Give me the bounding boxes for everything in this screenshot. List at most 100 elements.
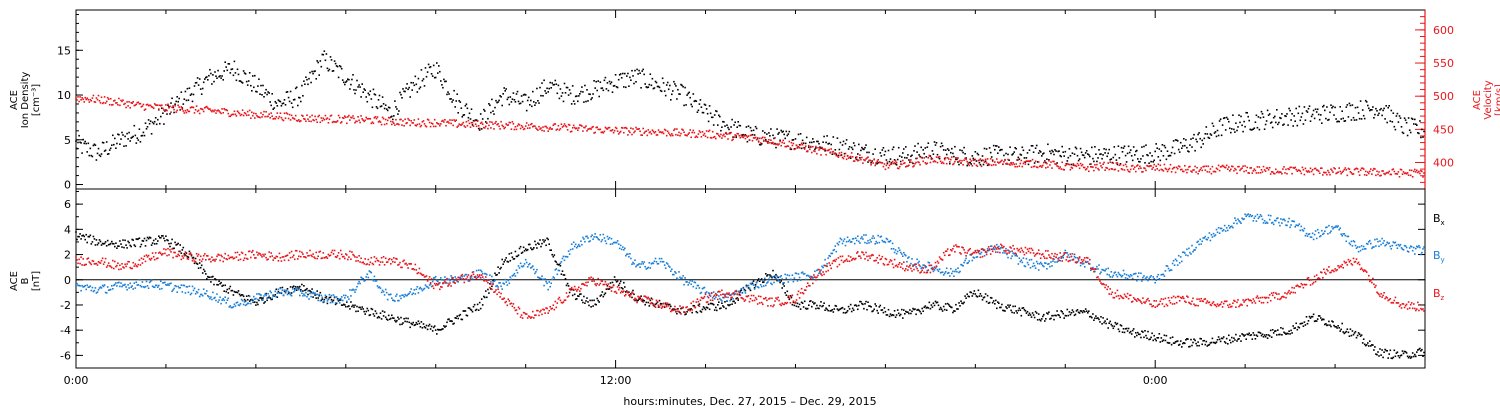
data-point [1246, 112, 1248, 114]
data-point [305, 120, 307, 122]
data-point [655, 134, 658, 136]
data-point [680, 278, 682, 280]
data-point [1030, 316, 1033, 318]
data-point [964, 259, 966, 262]
data-point [1010, 161, 1012, 164]
data-point [1082, 154, 1085, 157]
data-point [1354, 330, 1357, 333]
data-point [1147, 330, 1149, 333]
data-point [651, 302, 654, 305]
data-point [800, 147, 803, 150]
data-point [1350, 119, 1353, 121]
data-point [392, 299, 394, 301]
data-point [308, 298, 310, 300]
data-point [516, 271, 519, 274]
data-point [343, 117, 345, 119]
data-point [1317, 170, 1320, 172]
data-point [630, 257, 632, 260]
data-point [1067, 314, 1070, 317]
data-point [196, 77, 199, 79]
data-point [483, 295, 485, 298]
data-point [469, 118, 472, 120]
data-point [152, 122, 155, 125]
data-point [959, 270, 961, 273]
data-point [1046, 158, 1048, 160]
data-point [842, 157, 845, 160]
data-point [627, 253, 629, 255]
data-point [1243, 120, 1245, 123]
data-point [1047, 143, 1049, 146]
data-point [1338, 327, 1340, 329]
data-point [285, 112, 288, 114]
data-point [286, 91, 289, 93]
data-point [975, 295, 978, 297]
data-point [567, 285, 570, 287]
right-axis-label-line: [km/s] [1494, 84, 1500, 116]
data-point [1416, 351, 1418, 353]
data-point [297, 287, 299, 290]
data-point [392, 118, 394, 121]
data-point [128, 241, 130, 244]
data-point [427, 119, 430, 121]
data-point [432, 64, 435, 67]
data-point [674, 128, 676, 130]
data-point [853, 242, 856, 245]
data-point [299, 294, 301, 297]
data-point [1151, 155, 1153, 157]
data-point [92, 235, 95, 238]
data-point [1147, 165, 1149, 167]
data-point [1087, 166, 1089, 168]
data-point [713, 135, 716, 138]
data-point [1246, 333, 1248, 335]
data-point [1157, 156, 1160, 158]
data-point [863, 148, 865, 151]
data-point [814, 302, 816, 304]
data-point [505, 281, 507, 283]
data-point [1297, 169, 1300, 171]
data-point [470, 108, 473, 110]
data-point [599, 234, 602, 236]
data-point [1205, 165, 1208, 167]
data-point [223, 290, 225, 292]
data-point [403, 317, 405, 320]
data-point [1330, 168, 1332, 170]
data-point [81, 284, 83, 287]
data-point [368, 117, 371, 120]
data-point [443, 325, 445, 327]
data-point [1373, 167, 1375, 170]
data-point [430, 325, 433, 328]
data-point [141, 105, 144, 107]
data-point [327, 69, 330, 72]
data-point [1354, 168, 1357, 170]
data-point [1015, 163, 1017, 165]
data-point [689, 129, 691, 131]
data-point [650, 297, 653, 300]
data-point [597, 80, 599, 82]
data-point [254, 74, 256, 77]
data-point [1062, 312, 1064, 315]
data-point [200, 93, 203, 95]
data-point [321, 296, 324, 299]
data-point [464, 273, 467, 276]
data-point [225, 290, 227, 293]
data-point [213, 80, 215, 83]
data-point [713, 309, 716, 311]
data-point [1152, 339, 1154, 342]
data-point [1205, 340, 1208, 343]
data-point [380, 105, 383, 107]
data-point [375, 312, 378, 315]
data-point [678, 93, 680, 95]
data-point [839, 141, 842, 144]
data-point [838, 148, 841, 151]
data-point [1064, 150, 1067, 153]
data-point [999, 161, 1001, 164]
data-point [420, 124, 423, 127]
data-point [455, 278, 457, 280]
data-point [126, 132, 128, 135]
data-point [502, 125, 504, 128]
data-point [571, 294, 574, 297]
data-point [1218, 169, 1221, 172]
data-point [1148, 165, 1150, 168]
data-point [320, 299, 323, 302]
data-point [76, 282, 78, 285]
